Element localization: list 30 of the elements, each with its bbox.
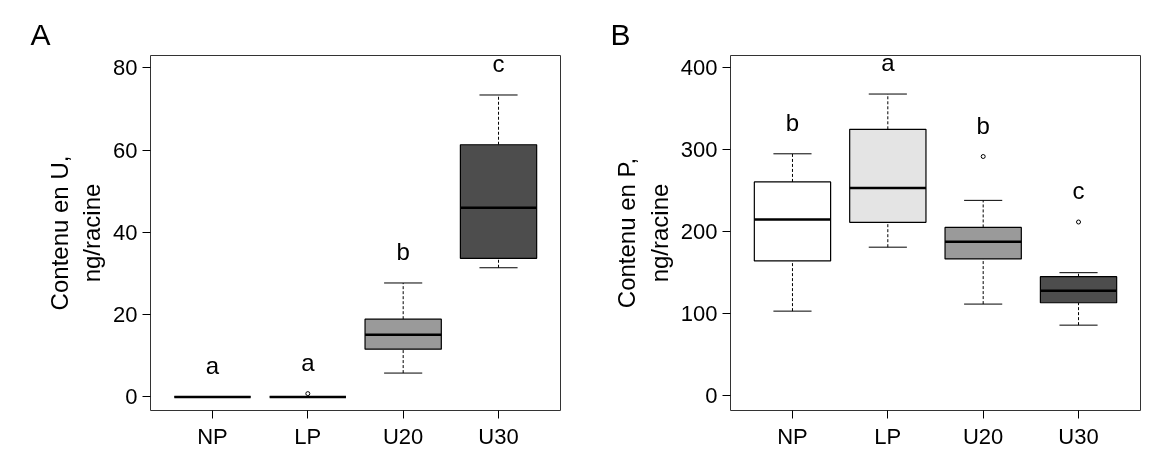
y-axis-title: Contenu en U, ng/racine bbox=[45, 155, 106, 311]
annotation: c bbox=[492, 50, 505, 78]
x-tick-label: LP bbox=[874, 423, 902, 449]
annotation: b bbox=[785, 109, 800, 137]
y-tick-label: 0 bbox=[125, 384, 138, 410]
y-tick-label: 100 bbox=[680, 301, 718, 327]
annotation: a bbox=[205, 352, 220, 380]
y-axis-title: Contenu en P, ng/racine bbox=[613, 157, 673, 309]
x-tick-label: U30 bbox=[478, 423, 519, 449]
x-tick-label: U20 bbox=[963, 423, 1004, 449]
y-tick-label: 60 bbox=[113, 137, 138, 163]
annotation: a bbox=[881, 49, 896, 77]
y-tick-label: 80 bbox=[113, 55, 138, 81]
annotation: b bbox=[396, 238, 410, 266]
annotation: b bbox=[976, 111, 990, 139]
annotation: a bbox=[301, 348, 316, 376]
x-tick-label: U20 bbox=[383, 423, 424, 449]
chart-title: B bbox=[610, 17, 631, 51]
annotation: c bbox=[1072, 177, 1085, 205]
y-tick-label: 40 bbox=[113, 219, 138, 245]
y-tick-label: 400 bbox=[680, 55, 718, 81]
y-tick-label: 300 bbox=[680, 137, 718, 163]
y-tick-label: 200 bbox=[680, 219, 718, 245]
x-tick-label: LP bbox=[294, 423, 322, 449]
y-tick-label: 0 bbox=[705, 383, 718, 409]
x-tick-label: NP bbox=[777, 423, 808, 449]
x-tick-label: U30 bbox=[1058, 423, 1099, 449]
chart-title: A bbox=[30, 17, 51, 51]
y-tick-label: 20 bbox=[113, 302, 138, 328]
x-tick-label: NP bbox=[197, 423, 228, 449]
